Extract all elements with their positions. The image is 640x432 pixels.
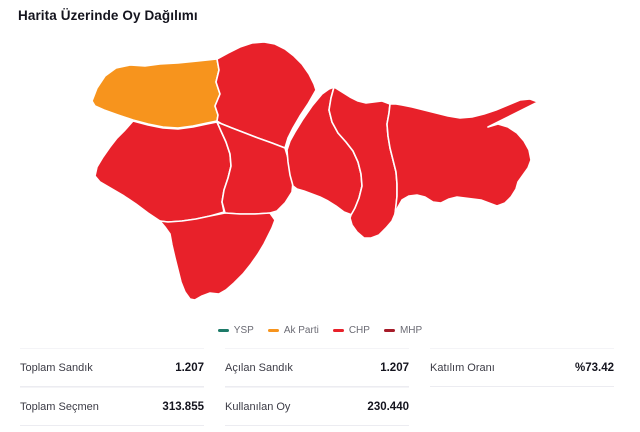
- chp-color-swatch-icon: [332, 328, 344, 332]
- legend-label: Ak Parti: [283, 324, 319, 336]
- province-map-svg: [91, 41, 539, 301]
- map-legend: YSP Ak Parti CHP MHP: [0, 322, 640, 338]
- stat-empty-cell: [430, 387, 614, 424]
- stat-label: Kullanılan Oy: [225, 400, 291, 413]
- district-south[interactable]: [159, 212, 276, 301]
- legend-label: MHP: [399, 324, 423, 336]
- stat-label: Toplam Sandık: [20, 361, 93, 374]
- stat-opened-ballot-boxes: Açılan Sandık 1.207: [225, 348, 409, 387]
- stat-total-voters: Toplam Seçmen 313.855: [20, 387, 204, 426]
- district-northwest[interactable]: [91, 58, 221, 129]
- stat-total-ballot-boxes: Toplam Sandık 1.207: [20, 348, 204, 387]
- stat-label: Toplam Seçmen: [20, 400, 99, 413]
- stat-label: Açılan Sandık: [225, 361, 293, 374]
- stat-label: Katılım Oranı: [430, 361, 495, 374]
- district-east[interactable]: [386, 98, 539, 215]
- district-north-center[interactable]: [214, 41, 317, 149]
- legend-item-akparti: Ak Parti: [267, 324, 319, 336]
- stat-value: 313.855: [162, 400, 204, 413]
- legend-item-mhp: MHP: [383, 324, 423, 336]
- legend-item-ysp: YSP: [217, 324, 254, 336]
- page-title: Harita Üzerinde Oy Dağılımı: [18, 8, 198, 23]
- ysp-color-swatch-icon: [217, 328, 229, 332]
- district-west[interactable]: [94, 120, 232, 223]
- stat-votes-cast: Kullanılan Oy 230.440: [225, 387, 409, 426]
- statistics-grid: Toplam Sandık 1.207 Açılan Sandık 1.207 …: [20, 348, 624, 426]
- legend-item-chp: CHP: [332, 324, 370, 336]
- mhp-color-swatch-icon: [383, 328, 395, 332]
- stat-value: 1.207: [175, 361, 204, 374]
- legend-label: CHP: [348, 324, 370, 336]
- vote-distribution-map: [80, 35, 550, 317]
- stat-value: 1.207: [380, 361, 409, 374]
- stat-value: 230.440: [367, 400, 409, 413]
- stat-value: %73.42: [574, 361, 614, 374]
- legend-label: YSP: [233, 324, 254, 336]
- akparti-color-swatch-icon: [267, 328, 279, 332]
- stat-turnout-rate: Katılım Oranı %73.42: [430, 348, 614, 387]
- district-east-center[interactable]: [328, 86, 398, 239]
